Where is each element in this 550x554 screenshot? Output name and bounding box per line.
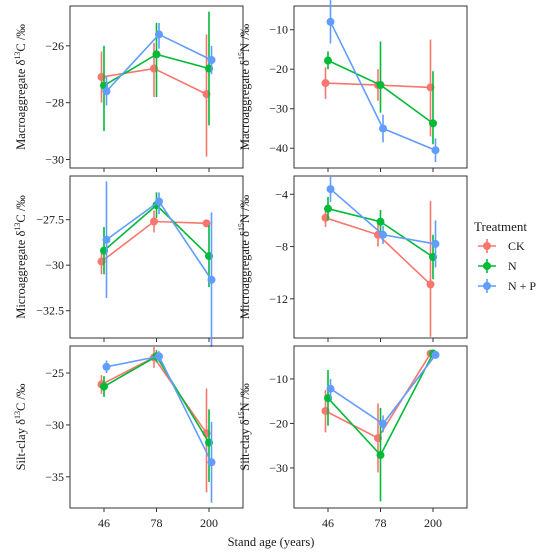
legend: Treatment CK N N + P bbox=[474, 219, 536, 293]
panel-micro-n: −12 −8 −4 Microaggregate δ15N /‰ bbox=[237, 175, 468, 342]
data-point bbox=[326, 384, 335, 393]
y-tick-label: −30 bbox=[45, 152, 64, 166]
y-axis-title: Microaggregate δ13C /‰ bbox=[13, 195, 28, 319]
y-tick-label: −30 bbox=[269, 461, 288, 475]
y-tick-label: −10 bbox=[269, 372, 288, 386]
series-n-p bbox=[326, 0, 440, 163]
data-point bbox=[379, 419, 387, 428]
legend-label: N bbox=[508, 259, 517, 273]
y-tick-label: −30 bbox=[45, 258, 64, 272]
panel-macro-n: −40 −30 −20 −10 Macroaggregate δ15N /‰ bbox=[237, 0, 468, 172]
data-point bbox=[379, 124, 387, 133]
series-n bbox=[100, 192, 213, 288]
x-tick-label: 46 bbox=[98, 516, 110, 530]
x-tick-label: 200 bbox=[424, 516, 442, 530]
x-tick-label: 46 bbox=[322, 516, 334, 530]
y-tick-label: −30 bbox=[45, 418, 64, 432]
data-point bbox=[102, 87, 111, 96]
panel-micro-c: −32.5 −30 −27.5 Microaggregate δ13C /‰ bbox=[13, 175, 244, 348]
data-point bbox=[155, 30, 163, 39]
series-line bbox=[330, 354, 437, 425]
y-tick-label: −20 bbox=[269, 62, 288, 76]
series-n bbox=[100, 350, 213, 483]
series-line bbox=[106, 355, 213, 463]
series-ck bbox=[97, 347, 211, 493]
data-point bbox=[431, 146, 440, 155]
data-point bbox=[321, 79, 330, 88]
legend-item-n: N bbox=[478, 259, 517, 273]
panel-macro-c: −30 −28 −26 Macroaggregate δ13C /‰ bbox=[13, 5, 244, 172]
data-point bbox=[379, 230, 387, 239]
series-n-p bbox=[102, 351, 216, 503]
y-tick-label: −4 bbox=[275, 187, 288, 201]
x-axis-title: Stand age (years) bbox=[228, 535, 315, 549]
y-tick-label: −12 bbox=[269, 292, 288, 306]
data-point bbox=[102, 362, 111, 371]
panel-silt-n: −30 −20 −10 Silt-clay δ15N /‰ bbox=[237, 345, 468, 512]
y-tick-label: −27.5 bbox=[36, 213, 64, 227]
panel-silt-c: −35 −30 −25 Silt-clay δ13C /‰ bbox=[13, 345, 244, 512]
legend-swatch bbox=[483, 262, 491, 270]
legend-label: N + P bbox=[508, 279, 536, 293]
data-point bbox=[426, 280, 435, 289]
series-n bbox=[324, 41, 437, 145]
data-point bbox=[207, 275, 216, 284]
y-axis-title: Macroaggregate δ15N /‰ bbox=[237, 23, 252, 150]
data-point bbox=[155, 197, 163, 206]
series-n-p bbox=[102, 181, 216, 348]
series-ck bbox=[321, 200, 435, 337]
x-tick-label: 78 bbox=[151, 516, 163, 530]
y-tick-label: −25 bbox=[45, 366, 64, 380]
data-point bbox=[324, 204, 332, 213]
y-axis-title: Macroaggregate δ13C /‰ bbox=[13, 24, 28, 150]
panel-frame bbox=[293, 175, 468, 339]
legend-item-n-p: N + P bbox=[478, 279, 536, 293]
data-point bbox=[376, 217, 385, 226]
y-tick-label: −35 bbox=[45, 470, 64, 484]
x-axis-ticks: 46 78 200 46 78 200 bbox=[98, 516, 442, 530]
legend-swatch bbox=[483, 242, 491, 250]
y-tick-label: −8 bbox=[275, 240, 288, 254]
y-axis-title: Silt-clay δ15N /‰ bbox=[237, 383, 252, 471]
y-tick-label: −32.5 bbox=[36, 304, 64, 318]
legend-item-ck: CK bbox=[478, 239, 525, 253]
data-point bbox=[376, 451, 385, 460]
data-point bbox=[152, 50, 161, 59]
data-point bbox=[100, 382, 108, 391]
y-tick-label: −10 bbox=[269, 23, 288, 37]
x-tick-label: 200 bbox=[200, 516, 218, 530]
data-point bbox=[324, 56, 332, 65]
data-point bbox=[326, 17, 335, 26]
data-point bbox=[150, 217, 158, 226]
y-axis-title: Silt-clay δ13C /‰ bbox=[13, 383, 28, 470]
y-tick-label: −20 bbox=[269, 416, 288, 430]
panel-frame bbox=[69, 345, 244, 509]
data-point bbox=[431, 350, 440, 359]
data-point bbox=[376, 81, 385, 90]
series-n bbox=[100, 11, 213, 132]
legend-swatch bbox=[483, 282, 491, 290]
legend-title: Treatment bbox=[474, 219, 527, 234]
series-n-p bbox=[102, 23, 216, 106]
data-point bbox=[207, 458, 216, 467]
data-point bbox=[155, 352, 163, 361]
legend-label: CK bbox=[508, 239, 525, 253]
data-point bbox=[102, 235, 111, 244]
data-point bbox=[207, 56, 216, 64]
y-tick-label: −26 bbox=[45, 39, 64, 53]
y-axis-title: Microaggregate δ15N /‰ bbox=[237, 194, 252, 319]
y-tick-label: −28 bbox=[45, 96, 64, 110]
y-tick-label: −40 bbox=[269, 141, 288, 155]
chart-panels: −30 −28 −26 Macroaggregate δ13C /‰ −40 −30 −20… bbox=[13, 0, 468, 512]
x-tick-label: 78 bbox=[375, 516, 387, 530]
data-point bbox=[326, 185, 335, 194]
series-n-p bbox=[326, 176, 440, 268]
y-tick-label: −30 bbox=[269, 102, 288, 116]
data-point bbox=[429, 119, 437, 128]
data-point bbox=[431, 239, 440, 248]
series-n-p bbox=[326, 350, 440, 433]
series-line bbox=[103, 355, 210, 443]
